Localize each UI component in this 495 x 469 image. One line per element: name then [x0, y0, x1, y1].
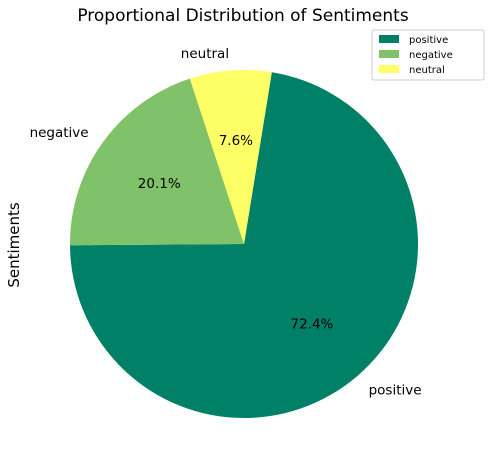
pie-labels: 72.4% positive 20.1% negative 7.6% neutral: [30, 46, 422, 398]
slice-label-positive: positive: [369, 382, 422, 398]
slice-label-neutral: neutral: [181, 46, 229, 62]
legend-label-negative: negative: [409, 50, 453, 61]
percent-label-neutral: 7.6%: [219, 133, 253, 149]
chart-title: Proportional Distribution of Sentiments: [77, 6, 409, 26]
slice-label-negative: negative: [30, 125, 89, 141]
pie-slice-positive: [70, 72, 418, 418]
legend-label-neutral: neutral: [409, 65, 445, 76]
percent-label-positive: 72.4%: [291, 316, 334, 332]
legend-frame: [371, 29, 485, 81]
legend-swatch-neutral: [379, 65, 399, 73]
legend-swatch-positive: [379, 35, 399, 43]
pie-slice-neutral: [189, 70, 272, 244]
legend-swatch-negative: [379, 50, 399, 58]
pie-slice-negative: [70, 78, 244, 246]
y-axis-label: Sentiments: [5, 202, 23, 288]
percent-label-negative: 20.1%: [138, 176, 181, 192]
legend: positive negative neutral: [371, 29, 485, 81]
legend-label-positive: positive: [409, 35, 448, 46]
pie-slices: [70, 70, 418, 418]
